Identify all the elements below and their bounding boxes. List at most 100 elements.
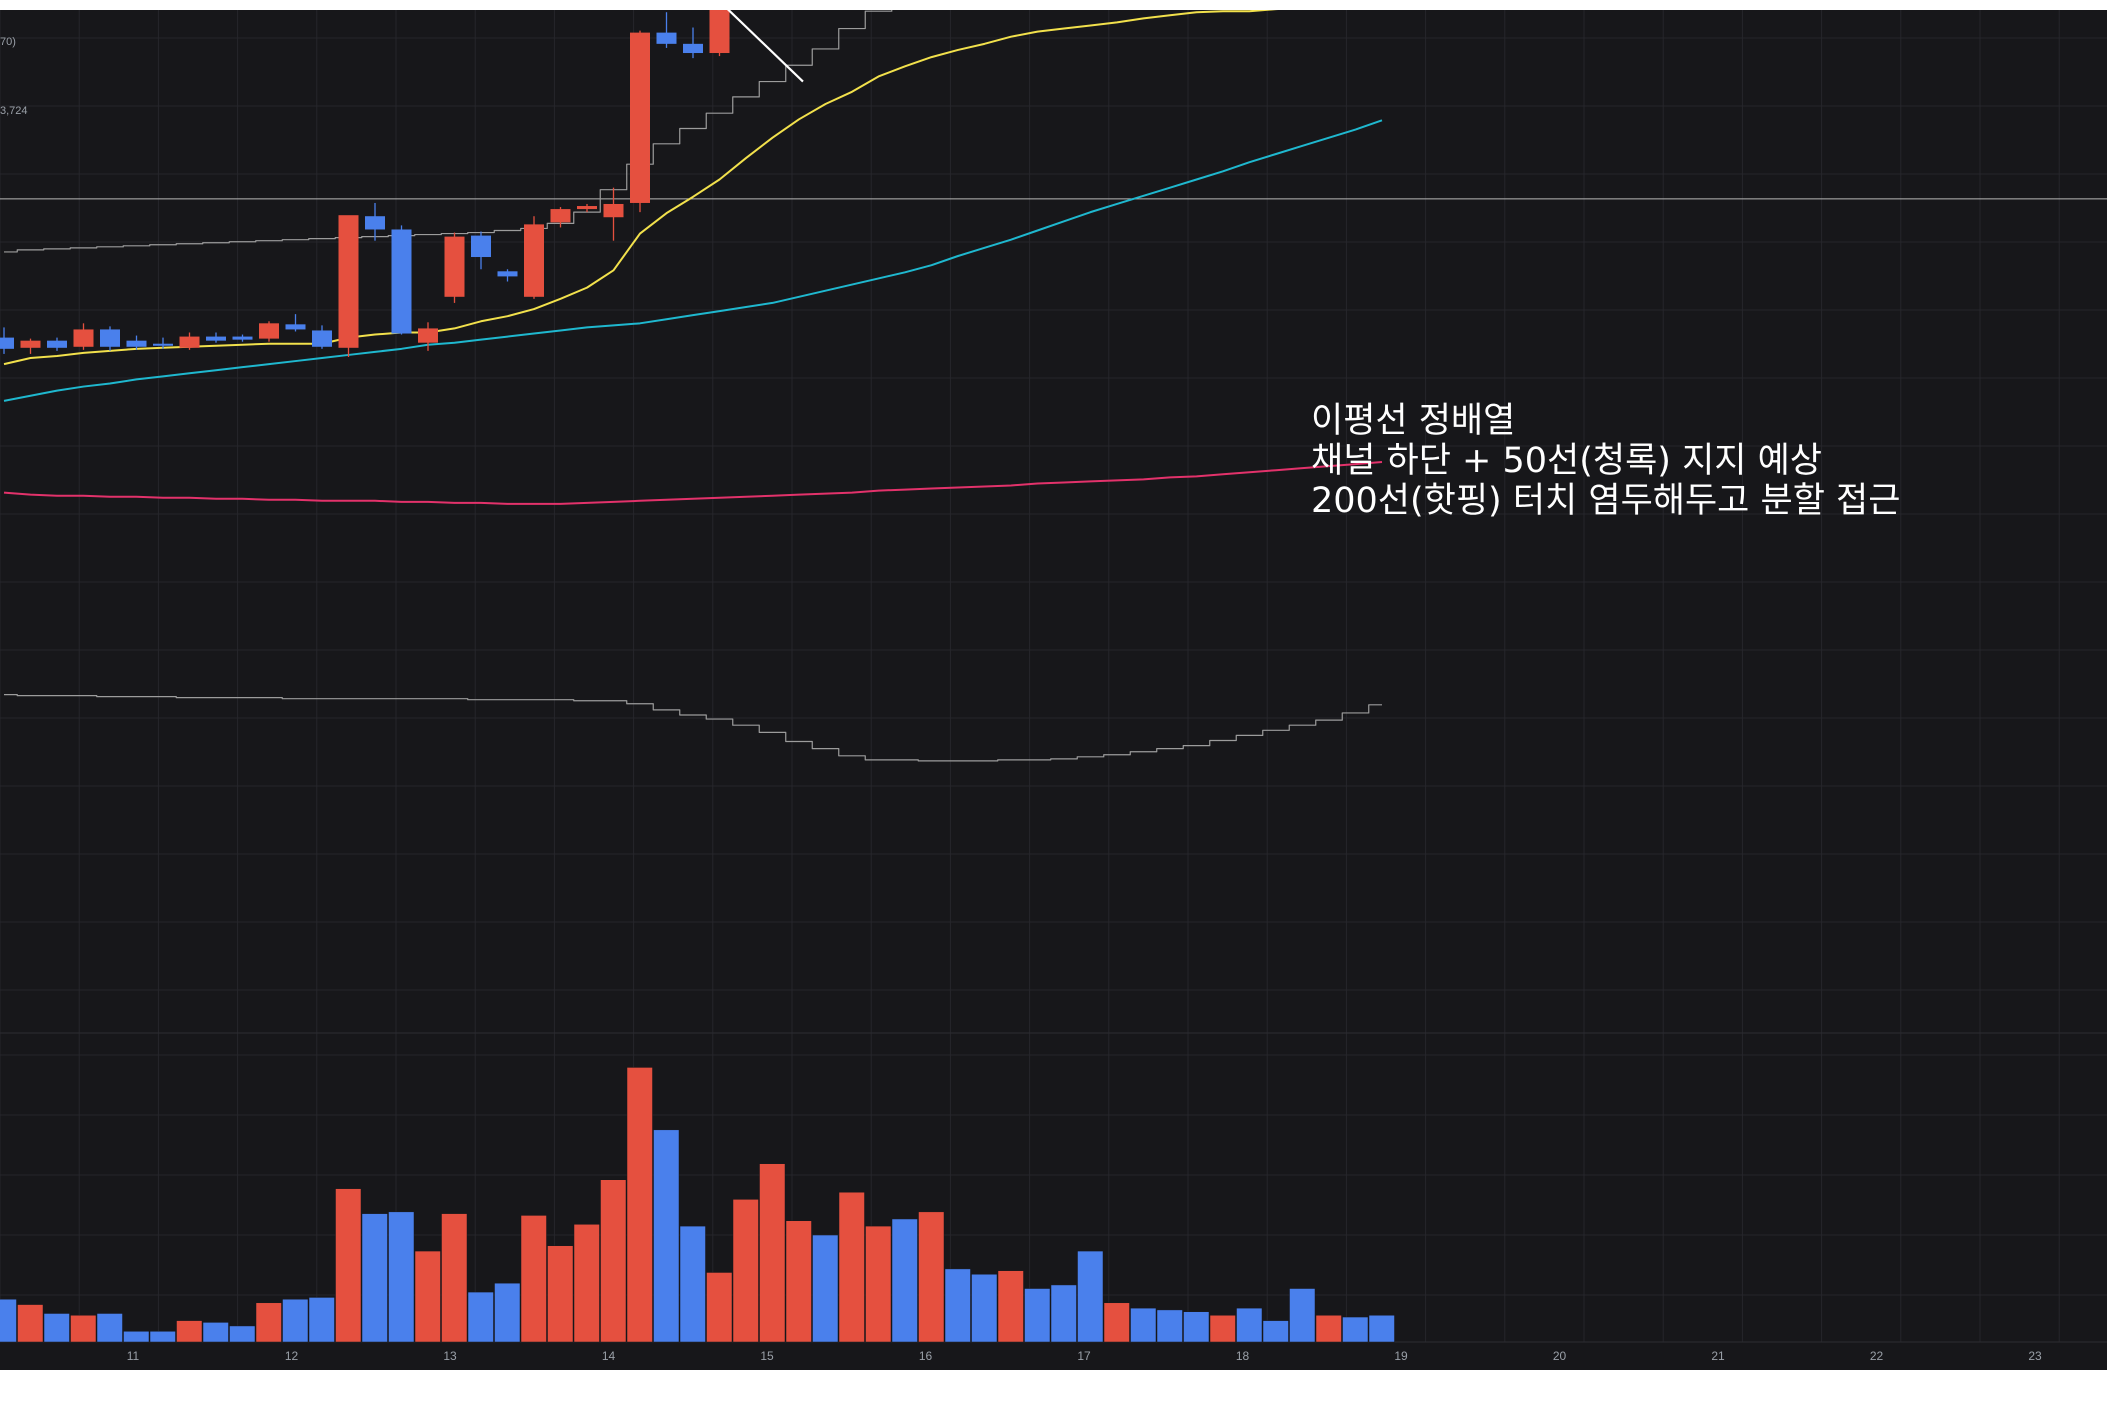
volume-bar — [1103, 1302, 1130, 1343]
indicator-value-label: 3,724 — [0, 105, 28, 117]
volume-bar — [1368, 1315, 1395, 1343]
candlesticks — [0, 10, 730, 357]
candle-body — [550, 209, 571, 223]
x-tick-label: 18 — [1236, 1349, 1250, 1363]
candle-body — [577, 206, 597, 210]
volume-bar — [1289, 1288, 1316, 1343]
bollinger-bands — [4, 10, 1382, 762]
x-tick-label: 15 — [760, 1349, 774, 1363]
candle-body — [630, 32, 650, 203]
candle-body — [100, 329, 120, 347]
x-tick-label: 16 — [919, 1349, 933, 1363]
x-tick-label: 13 — [443, 1349, 457, 1363]
volume-bar — [494, 1282, 521, 1343]
volume-bar — [441, 1213, 468, 1343]
candle-body — [656, 32, 677, 44]
volume-bar — [176, 1320, 203, 1343]
annotation-line-1: 이평선 정배열 — [1311, 401, 1515, 441]
candle-body — [683, 43, 703, 54]
candle-body — [47, 340, 67, 348]
candle-body — [418, 328, 438, 343]
annotation-text: 이평선 정배열 채널 하단 + 50선(청록) 지지 예상 200선(핫핑) 터… — [1311, 401, 1900, 521]
candle-body — [471, 235, 491, 258]
candle-body — [524, 224, 544, 297]
indicator-label: 70) — [0, 36, 16, 48]
descending-channel — [727, 10, 804, 83]
chart-frame: 11 12 13 14 15 16 17 18 19 20 21 22 23 70) 3,724 이평선… — [0, 10, 2107, 1370]
volume-bar — [706, 1272, 733, 1343]
candle-body — [153, 343, 173, 346]
moving-averages — [3, 10, 1383, 505]
ma-fast-line — [3, 10, 1279, 366]
x-tick-label: 21 — [1711, 1349, 1725, 1363]
volume-bar — [202, 1322, 229, 1343]
volume-bar — [838, 1191, 865, 1343]
volume-bars — [0, 1067, 1395, 1343]
candle-body — [338, 215, 359, 348]
candle-body — [126, 340, 147, 347]
candle-body — [391, 229, 412, 334]
candle-body — [285, 324, 306, 330]
volume-bar — [865, 1225, 892, 1343]
ma-200-line — [3, 461, 1383, 505]
volume-bar — [1315, 1315, 1342, 1343]
ma-50-line — [3, 119, 1383, 402]
volume-bar — [573, 1224, 600, 1343]
volume-bar — [1156, 1309, 1183, 1343]
volume-bar — [547, 1245, 574, 1343]
candle-body — [603, 203, 624, 218]
upper-band-line — [4, 10, 893, 253]
x-tick-label: 22 — [1870, 1349, 1884, 1363]
x-tick-label: 12 — [285, 1349, 299, 1363]
volume-bar — [1077, 1250, 1104, 1343]
volume-bar — [600, 1179, 627, 1343]
volume-bar — [679, 1225, 706, 1343]
volume-bar — [626, 1067, 653, 1343]
volume-bar — [1050, 1284, 1077, 1343]
candle-body — [179, 336, 200, 348]
volume-bar — [0, 1298, 17, 1343]
volume-bar — [308, 1297, 335, 1343]
volume-bar — [43, 1313, 70, 1343]
volume-bar — [1183, 1311, 1210, 1343]
volume-bar — [1342, 1316, 1369, 1343]
volume-bar — [1024, 1288, 1051, 1343]
candle-body — [20, 340, 41, 348]
volume-bar — [335, 1188, 362, 1343]
time-axis: 11 12 13 14 15 16 17 18 19 20 21 22 23 — [127, 1349, 2042, 1363]
candle-body — [232, 336, 253, 340]
volume-bar — [123, 1331, 150, 1343]
volume-bar — [759, 1163, 786, 1343]
volume-bar — [785, 1220, 812, 1343]
volume-bar — [467, 1291, 494, 1343]
volume-bar — [1262, 1320, 1289, 1343]
volume-bar — [1209, 1315, 1236, 1343]
lower-band-line — [4, 693, 1382, 762]
candle-body — [0, 337, 14, 349]
x-tick-label: 20 — [1553, 1349, 1567, 1363]
volume-bar — [361, 1213, 388, 1343]
volume-bar — [255, 1302, 282, 1343]
volume-bar — [414, 1250, 441, 1343]
volume-bar — [282, 1298, 309, 1343]
volume-bar — [1236, 1307, 1263, 1343]
volume-bar — [388, 1211, 415, 1343]
candle-body — [312, 330, 332, 347]
volume-bar — [17, 1304, 44, 1343]
volume-bar — [229, 1325, 256, 1343]
candle-body — [497, 271, 518, 277]
x-tick-label: 11 — [127, 1349, 140, 1363]
volume-bar — [944, 1268, 971, 1343]
volume-bar — [653, 1129, 680, 1343]
candle-body — [73, 329, 94, 347]
volume-bar — [732, 1199, 759, 1343]
candle-body — [259, 323, 279, 339]
x-tick-label: 19 — [1394, 1349, 1408, 1363]
x-tick-label: 14 — [602, 1349, 616, 1363]
volume-bar — [96, 1313, 123, 1343]
volume-bar — [971, 1273, 998, 1343]
x-tick-label: 23 — [2028, 1349, 2042, 1363]
volume-bar — [1130, 1307, 1157, 1343]
candle-body — [206, 336, 226, 341]
annotation-line-2: 채널 하단 + 50선(청록) 지지 예상 — [1311, 441, 1822, 481]
